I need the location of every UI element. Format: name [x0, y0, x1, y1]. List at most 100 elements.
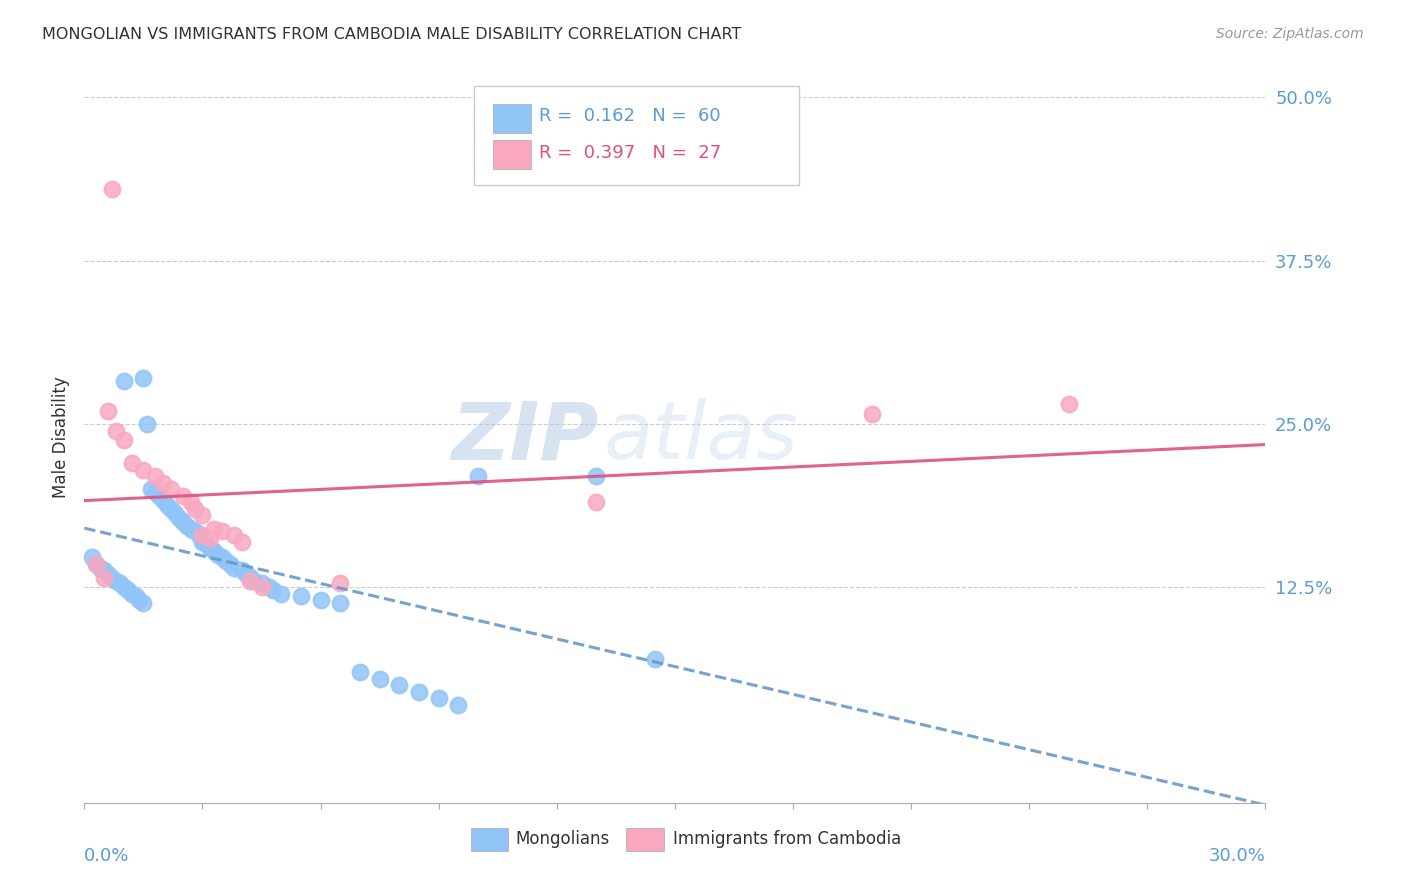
Point [270, 587, 292, 601]
Point [427, 691, 450, 706]
Point [108, 576, 131, 591]
Point [200, 541, 222, 555]
Point [242, 574, 264, 588]
Text: Mongolians: Mongolians [516, 830, 610, 848]
Point [97, 567, 120, 582]
Point [1057, 397, 1080, 411]
Point [104, 424, 127, 438]
Point [239, 574, 262, 588]
Point [309, 593, 332, 607]
Point [202, 521, 225, 535]
Point [121, 587, 143, 601]
Point [128, 593, 150, 607]
Point [222, 560, 245, 574]
Text: R =  0.162   N =  60: R = 0.162 N = 60 [538, 107, 721, 125]
Point [121, 456, 143, 470]
Point [250, 576, 273, 591]
Text: Immigrants from Cambodia: Immigrants from Cambodia [672, 830, 901, 848]
FancyBboxPatch shape [627, 828, 664, 851]
Point [141, 483, 163, 497]
Point [329, 596, 352, 610]
Point [585, 495, 607, 509]
Point [239, 570, 262, 584]
Point [329, 576, 352, 591]
Point [235, 567, 257, 582]
Point [187, 528, 209, 542]
Point [101, 182, 124, 196]
Point [183, 502, 205, 516]
Point [250, 580, 273, 594]
Point [156, 498, 179, 512]
Point [368, 672, 391, 686]
Point [180, 521, 202, 535]
Point [163, 506, 186, 520]
Point [211, 524, 233, 538]
Point [143, 485, 166, 500]
Point [644, 652, 666, 666]
Point [408, 685, 430, 699]
Point [860, 407, 883, 421]
Point [176, 519, 198, 533]
Point [222, 528, 245, 542]
Text: Source: ZipAtlas.com: Source: ZipAtlas.com [1216, 27, 1364, 41]
Point [112, 433, 135, 447]
Point [191, 508, 214, 523]
Point [82, 550, 104, 565]
Text: 30.0%: 30.0% [1209, 847, 1265, 864]
Point [136, 417, 159, 431]
Point [104, 574, 127, 588]
Point [93, 571, 115, 585]
Point [585, 469, 607, 483]
Point [97, 404, 120, 418]
Point [183, 524, 205, 538]
Point [143, 469, 166, 483]
Point [180, 495, 202, 509]
Text: ZIP: ZIP [451, 398, 598, 476]
Point [215, 554, 238, 568]
Point [132, 371, 155, 385]
Point [112, 374, 135, 388]
Point [93, 563, 115, 577]
Point [132, 596, 155, 610]
FancyBboxPatch shape [494, 103, 531, 133]
Point [290, 590, 312, 604]
Point [132, 463, 155, 477]
Point [191, 534, 214, 549]
Point [84, 557, 107, 571]
Point [195, 537, 218, 551]
Point [200, 531, 222, 545]
Point [152, 475, 174, 490]
Point [112, 580, 135, 594]
Text: R =  0.397   N =  27: R = 0.397 N = 27 [538, 144, 721, 161]
Point [101, 571, 124, 585]
Point [172, 515, 194, 529]
Point [207, 548, 229, 562]
Point [167, 511, 190, 525]
FancyBboxPatch shape [474, 86, 799, 185]
Text: 0.0%: 0.0% [84, 847, 129, 864]
Point [117, 582, 139, 597]
Point [160, 483, 183, 497]
FancyBboxPatch shape [471, 828, 509, 851]
Point [447, 698, 470, 712]
Point [349, 665, 371, 680]
Point [231, 563, 253, 577]
Point [148, 489, 170, 503]
Point [259, 580, 281, 594]
Point [172, 489, 194, 503]
Point [152, 492, 174, 507]
FancyBboxPatch shape [494, 140, 531, 169]
Point [84, 557, 107, 571]
Text: atlas: atlas [605, 398, 799, 476]
Point [124, 590, 146, 604]
Point [231, 534, 253, 549]
Point [211, 550, 233, 565]
Y-axis label: Male Disability: Male Disability [52, 376, 70, 498]
Point [388, 678, 411, 692]
Point [160, 502, 183, 516]
Text: MONGOLIAN VS IMMIGRANTS FROM CAMBODIA MALE DISABILITY CORRELATION CHART: MONGOLIAN VS IMMIGRANTS FROM CAMBODIA MA… [42, 27, 741, 42]
Point [89, 560, 111, 574]
Point [191, 528, 214, 542]
Point [467, 469, 489, 483]
Point [262, 582, 284, 597]
